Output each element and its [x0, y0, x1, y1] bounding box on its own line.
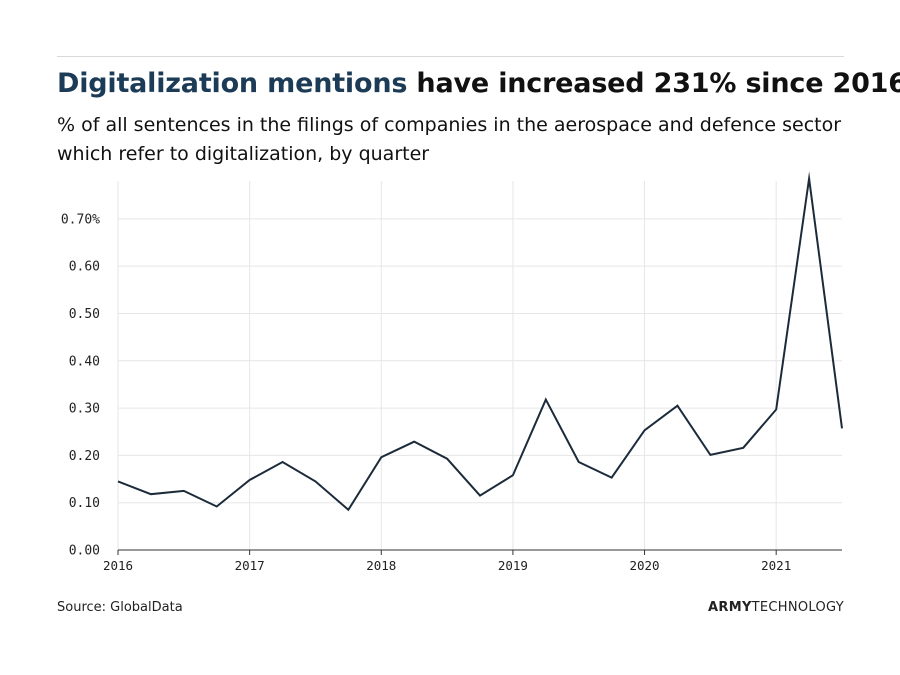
data-point: [116, 479, 120, 483]
x-axis-ticks: 2016 2017 2018 2019 2020 2021: [103, 550, 791, 573]
data-point: [675, 404, 679, 408]
data-point: [840, 426, 844, 430]
y-axis-ticks: 0.00 0.10 0.20 0.30 0.40 0.50 0.60 0.70%: [61, 212, 100, 558]
brand-logo-regular: TECHNOLOGY: [751, 600, 844, 615]
chart-title-rest: have increased 231% since 2016: [407, 68, 900, 99]
x-tick-label: 2021: [761, 558, 791, 573]
x-tick-label: 2020: [629, 558, 659, 573]
line-chart: 0.000.100.200.300.400.500.600.70% 2016 20…: [61, 171, 844, 573]
y-tick-label: 0.20: [69, 449, 100, 464]
series-layer: [116, 171, 844, 512]
data-point: [412, 440, 416, 444]
data-point: [281, 460, 285, 464]
y-tick-label: 0.50: [69, 307, 100, 322]
data-point: [478, 494, 482, 498]
data-point: [149, 492, 153, 496]
x-tick-label: 2019: [498, 558, 528, 573]
y-tick-label: 0.30: [69, 402, 100, 417]
data-point: [708, 453, 712, 457]
data-point: [741, 446, 745, 450]
y-tick-label: 0.40: [69, 354, 100, 369]
brand-logo-bold: ARMY: [708, 600, 752, 615]
data-point: [643, 428, 647, 432]
data-point: [544, 398, 548, 402]
data-point: [182, 489, 186, 493]
data-point: [379, 455, 383, 459]
chart-title-highlight: Digitalization mentions: [57, 68, 408, 99]
source-note: Source: GlobalData: [57, 600, 183, 615]
data-point: [248, 478, 252, 482]
grid-layer: [117, 181, 842, 550]
y-tick-label: 0.00: [69, 544, 100, 559]
data-point: [610, 476, 614, 480]
top-divider: [57, 56, 844, 57]
data-point: [313, 479, 317, 483]
chart-subtitle: % of all sentences in the filings of com…: [57, 114, 842, 165]
y-tick-label: 0.60: [69, 260, 100, 275]
x-tick-label: 2016: [103, 558, 133, 573]
x-tick-label: 2017: [235, 558, 265, 573]
brand-logo: ARMYTECHNOLOGY: [708, 600, 844, 615]
data-point: [445, 457, 449, 461]
data-point: [215, 504, 219, 508]
chart-title: Digitalization mentions have increased 2…: [57, 68, 900, 99]
data-point: [807, 177, 811, 181]
y-tick-label: 0.10: [69, 496, 100, 511]
series-line: [117, 171, 843, 512]
y-tick-label: 0.70%: [61, 212, 100, 227]
data-point: [511, 473, 515, 477]
data-point: [346, 508, 350, 512]
data-point: [577, 460, 581, 464]
data-point: [774, 407, 778, 411]
x-tick-label: 2018: [366, 558, 396, 573]
